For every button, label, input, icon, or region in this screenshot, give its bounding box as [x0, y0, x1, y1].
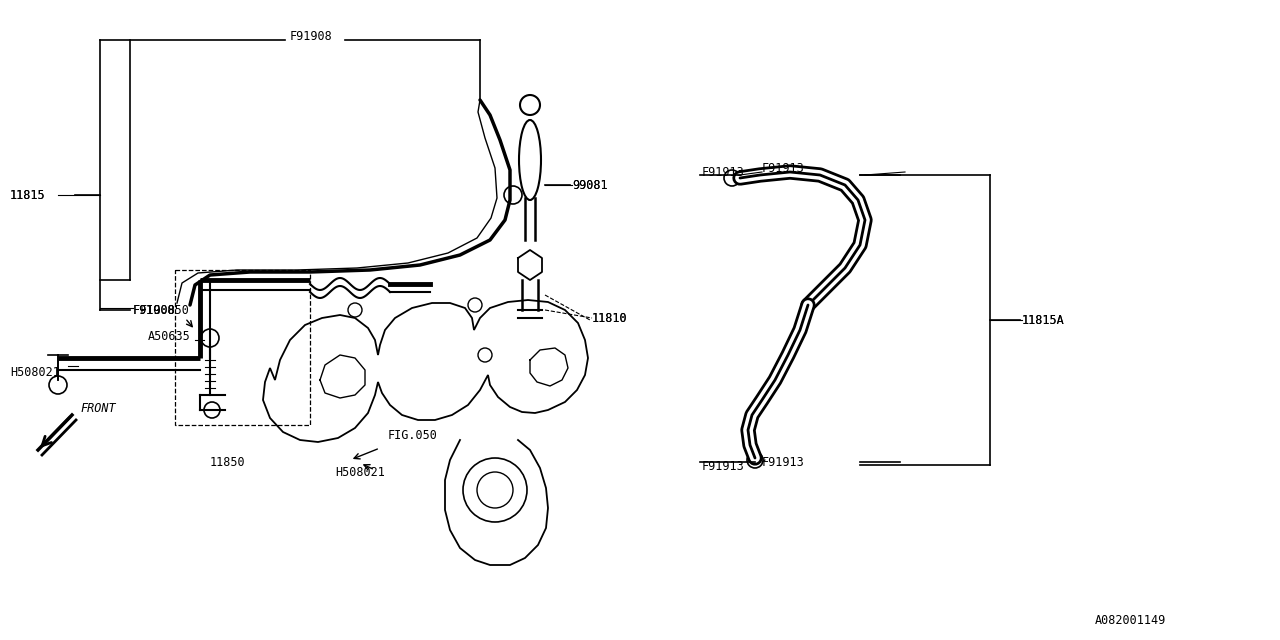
- Text: 11810: 11810: [591, 312, 627, 324]
- Text: A082001149: A082001149: [1094, 614, 1166, 627]
- Circle shape: [204, 402, 220, 418]
- Text: FRONT: FRONT: [79, 401, 115, 415]
- Text: F91913: F91913: [762, 456, 805, 468]
- Text: 11850: 11850: [210, 456, 246, 468]
- Text: 11815: 11815: [10, 189, 46, 202]
- Text: F91908: F91908: [133, 303, 175, 317]
- Text: F91913: F91913: [701, 460, 745, 472]
- Text: 11815A: 11815A: [1021, 314, 1065, 326]
- Text: F91908: F91908: [291, 29, 333, 42]
- Text: 11810: 11810: [591, 312, 627, 324]
- Text: FIG.050: FIG.050: [140, 303, 189, 317]
- Circle shape: [201, 329, 219, 347]
- Text: H508021: H508021: [335, 465, 385, 479]
- Text: F91908: F91908: [133, 303, 175, 317]
- Text: FIG.050: FIG.050: [388, 429, 438, 442]
- Text: F91913: F91913: [701, 166, 745, 179]
- Text: 11815A: 11815A: [1021, 314, 1065, 326]
- Text: 99081: 99081: [572, 179, 608, 191]
- Ellipse shape: [518, 120, 541, 200]
- Polygon shape: [518, 250, 541, 280]
- Text: A50635: A50635: [148, 330, 191, 342]
- Bar: [175, 270, 310, 425]
- Text: H508021: H508021: [10, 365, 60, 378]
- Text: F91913: F91913: [762, 161, 805, 175]
- Text: 99081: 99081: [572, 179, 608, 191]
- Text: 11815: 11815: [10, 189, 46, 202]
